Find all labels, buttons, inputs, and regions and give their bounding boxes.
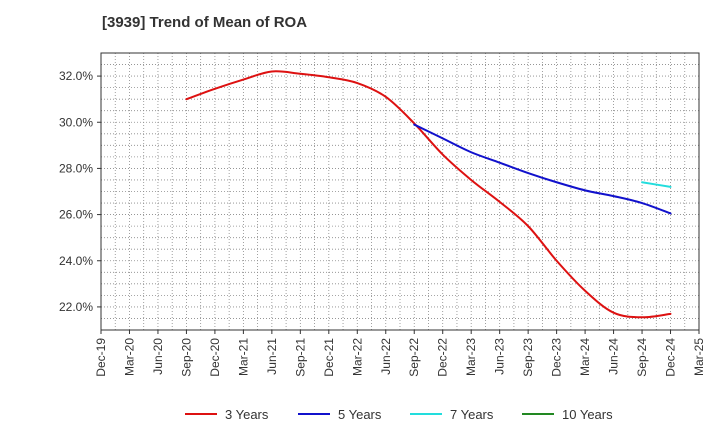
x-tick-label: Jun-24 xyxy=(607,338,621,375)
series-line-7-years xyxy=(641,181,672,188)
x-tick-label: Sep-24 xyxy=(635,338,649,377)
legend-label-3-years: 3 Years xyxy=(225,407,269,422)
plot-frame xyxy=(100,52,700,331)
y-tick-label: 26.0% xyxy=(59,208,93,222)
y-tick-label: 22.0% xyxy=(59,300,93,314)
x-tick-label: Dec-21 xyxy=(322,338,336,377)
series-line-3-years xyxy=(185,70,672,319)
x-tick-label: Sep-21 xyxy=(293,338,307,377)
x-tick-label: Mar-25 xyxy=(692,338,706,376)
y-tick-label: 30.0% xyxy=(59,115,93,129)
x-tick-label: Sep-20 xyxy=(179,338,193,377)
legend-label-7-years: 7 Years xyxy=(450,407,494,422)
grid-layer xyxy=(101,53,699,330)
x-tick-label: Sep-22 xyxy=(407,338,421,377)
x-tick-label: Jun-21 xyxy=(265,338,279,375)
x-tick-label: Mar-23 xyxy=(464,338,478,376)
y-tick-label: 28.0% xyxy=(59,161,93,175)
legend-label-5-years: 5 Years xyxy=(338,407,382,422)
chart-title: [3939] Trend of Mean of ROA xyxy=(102,14,308,31)
x-tick-label: Jun-23 xyxy=(493,338,507,375)
x-tick-label: Sep-23 xyxy=(521,338,535,377)
x-tick-label: Mar-22 xyxy=(350,338,364,376)
x-tick-label: Dec-20 xyxy=(208,338,222,377)
x-tick-label: Jun-22 xyxy=(379,338,393,375)
x-tick-label: Mar-24 xyxy=(578,338,592,376)
axis-layer: 22.0% 24.0% 26.0% 28.0% 30.0% 32.0% Dec-19 Mar-… xyxy=(59,52,706,377)
x-tick-label: Dec-24 xyxy=(664,338,678,377)
x-tick-label: Dec-23 xyxy=(550,338,564,377)
y-tick-label: 24.0% xyxy=(59,254,93,268)
x-tick-label: Jun-20 xyxy=(151,338,165,375)
series-line-5-years xyxy=(413,123,672,215)
x-tick-label: Dec-19 xyxy=(94,338,108,377)
x-tick-label: Dec-22 xyxy=(436,338,450,377)
legend-layer: 3 Years 5 Years 7 Years 10 Years xyxy=(185,407,613,422)
legend-label-10-years: 10 Years xyxy=(562,407,613,422)
x-tick-label: Mar-21 xyxy=(236,338,250,376)
series-layer xyxy=(185,70,672,319)
x-tick-label: Mar-20 xyxy=(122,338,136,376)
y-tick-label: 32.0% xyxy=(59,69,93,83)
